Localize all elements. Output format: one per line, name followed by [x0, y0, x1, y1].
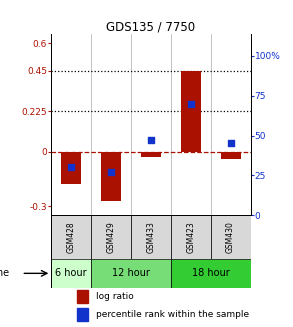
Bar: [141, 152, 161, 157]
Text: 12 hour: 12 hour: [112, 268, 150, 278]
Bar: [77, 290, 88, 303]
Bar: [77, 308, 88, 321]
Point: [188, 101, 193, 106]
Title: GDS135 / 7750: GDS135 / 7750: [106, 20, 195, 33]
Bar: [51, 215, 91, 259]
Text: GSM429: GSM429: [107, 221, 115, 253]
Text: log ratio: log ratio: [96, 292, 134, 301]
Bar: [181, 71, 201, 152]
Text: GSM423: GSM423: [186, 221, 195, 253]
Text: GSM428: GSM428: [67, 221, 76, 253]
Text: time: time: [0, 268, 9, 278]
Bar: [171, 259, 251, 287]
Text: GSM433: GSM433: [146, 221, 155, 253]
Bar: [91, 215, 131, 259]
Text: 18 hour: 18 hour: [192, 268, 229, 278]
Bar: [91, 259, 171, 287]
Bar: [171, 215, 211, 259]
Text: 6 hour: 6 hour: [55, 268, 87, 278]
Bar: [221, 152, 241, 159]
Point: [228, 141, 233, 146]
Point: [149, 138, 153, 143]
Point: [109, 170, 113, 175]
Point: [69, 165, 74, 170]
Text: GSM430: GSM430: [226, 221, 235, 253]
Bar: [51, 259, 91, 287]
Bar: [61, 152, 81, 184]
Bar: [101, 152, 121, 201]
Bar: [131, 215, 171, 259]
Text: percentile rank within the sample: percentile rank within the sample: [96, 310, 249, 319]
Bar: [211, 215, 251, 259]
